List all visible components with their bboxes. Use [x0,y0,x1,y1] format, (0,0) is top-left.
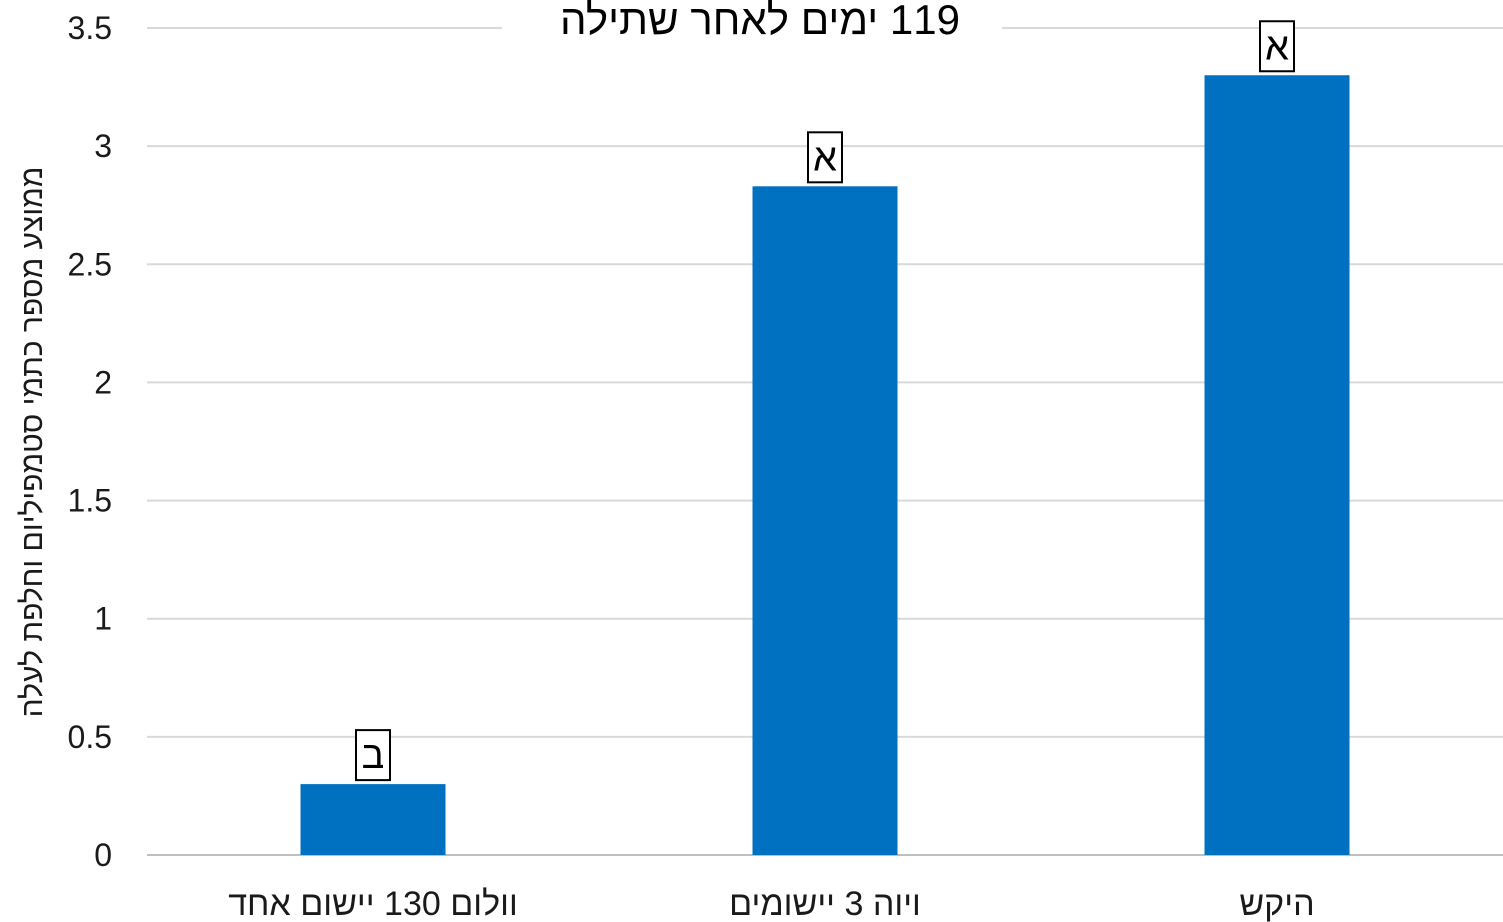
bar [1204,75,1350,855]
bars [300,75,1350,856]
significance-letter-box [807,131,843,184]
y-tick-label: 3.5 [68,10,112,46]
y-tick-label: 0 [94,837,112,873]
significance-letters: ב א א [355,20,1295,782]
significance-letter-box [355,729,391,782]
bar [300,784,446,855]
chart-title: 119 ימים לאחר שתילה [560,0,960,43]
significance-letter: א [813,137,837,179]
category-label: וולום 130 יישום אחד [228,885,518,922]
title-background [502,0,1002,50]
category-labels: וולום 130 יישום אחד ויוה 3 יישומים היקש [228,885,1314,922]
category-label: היקש [1239,885,1314,922]
y-axis-label: ממוצע מספר כתמי סטמפיליום וחלפת לעלה [16,167,49,718]
category-label: ויוה 3 יישומים [729,885,921,922]
y-tick-label: 2.5 [68,246,112,282]
y-tick-label: 1.5 [68,483,112,519]
y-tick-label: 3 [94,128,112,164]
y-tick-label: 2 [94,364,112,400]
y-tick-labels: 0 0.5 1 1.5 2 2.5 3 3.5 [68,10,112,873]
bar [752,186,898,856]
significance-letter: א [1265,26,1289,68]
significance-letter: ב [362,735,385,777]
y-tick-label: 1 [94,601,112,637]
significance-letter-box [1259,20,1295,73]
y-tick-label: 0.5 [68,719,112,755]
